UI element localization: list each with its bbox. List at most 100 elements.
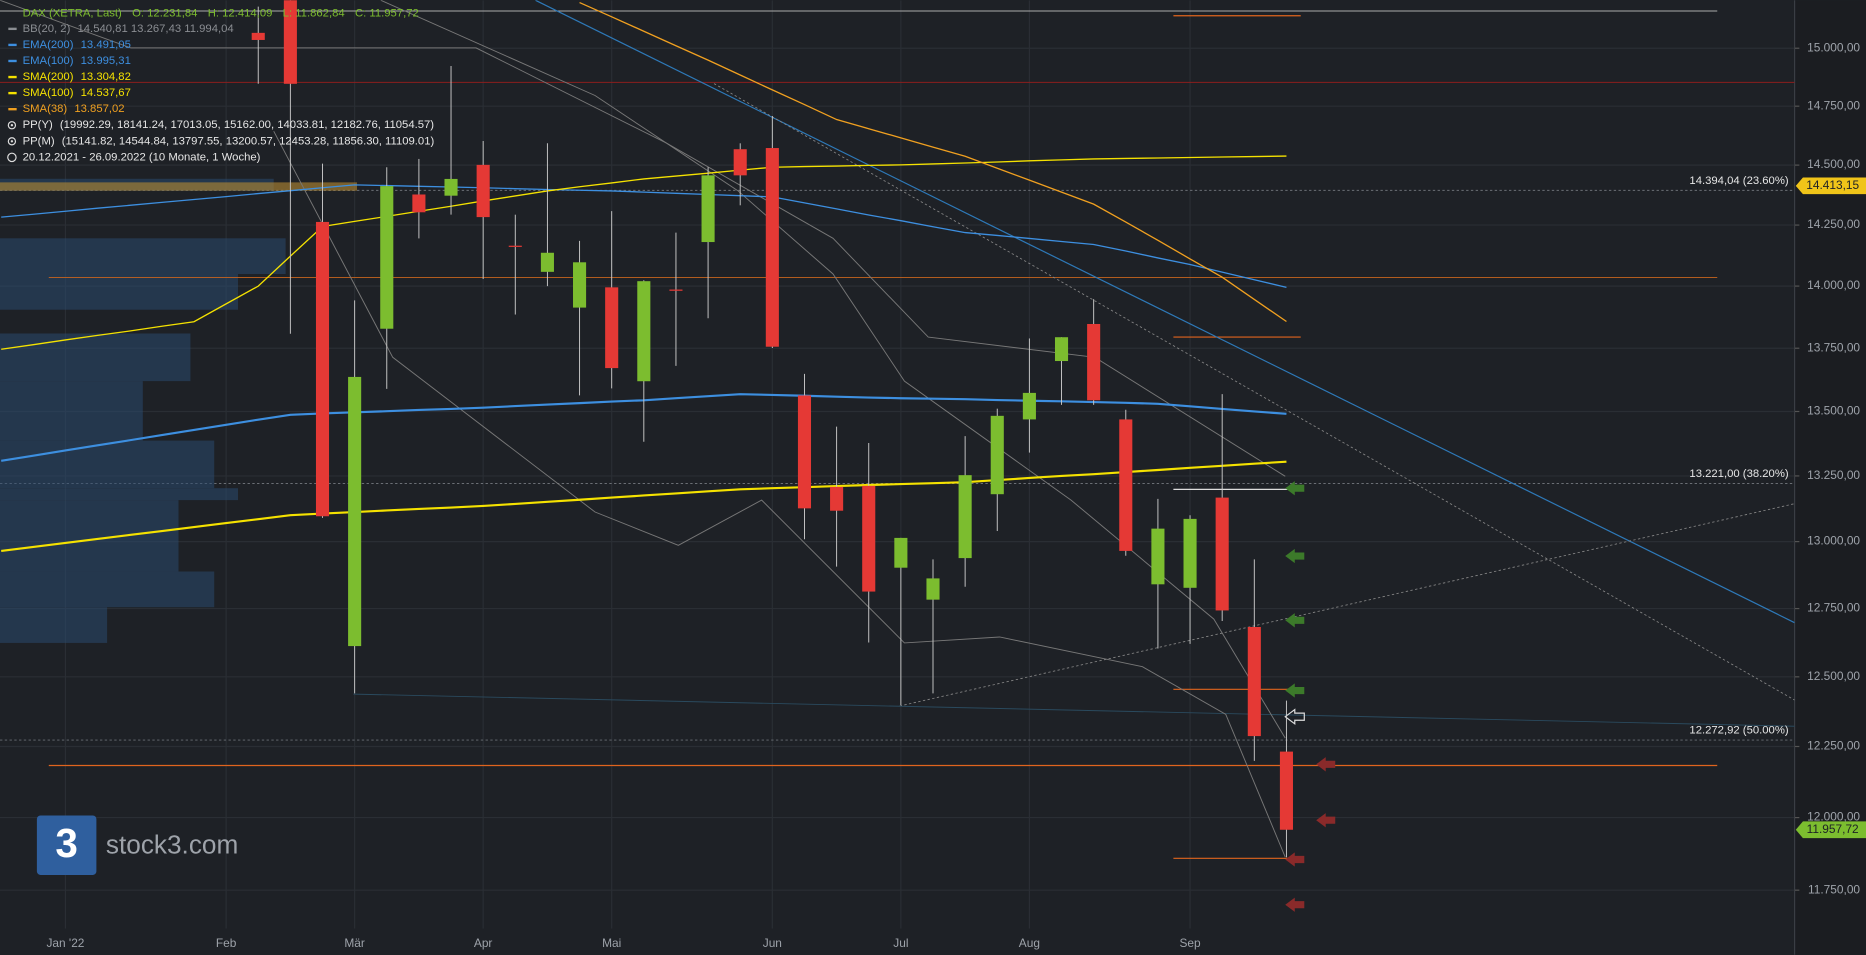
legend-name: BB(20, 2) bbox=[23, 23, 71, 35]
candle-body bbox=[476, 164, 490, 218]
candle-body bbox=[926, 578, 940, 600]
y-tick-label: 12.750,00 bbox=[1807, 601, 1860, 615]
legend-name: SMA(38) bbox=[23, 103, 68, 115]
y-axis-panel bbox=[1794, 0, 1866, 955]
x-tick-label: Aug bbox=[1019, 936, 1040, 950]
y-tick-label: 15.000,00 bbox=[1807, 40, 1860, 54]
logo: 3 stock3.com bbox=[36, 815, 238, 875]
candle-body bbox=[637, 281, 651, 382]
clock-icon bbox=[7, 152, 17, 163]
legend-swatch bbox=[8, 43, 17, 47]
legend-name: SMA(100) bbox=[23, 87, 74, 99]
legend-name: SMA(200) bbox=[23, 71, 74, 83]
legend-row: SMA(38) 13.857,02 bbox=[23, 103, 125, 115]
signal-arrows bbox=[1284, 481, 1336, 912]
x-tick-label: Sep bbox=[1179, 936, 1201, 950]
candle-body bbox=[958, 475, 972, 559]
ohlc: O: 12.231,84 bbox=[132, 7, 197, 19]
y-tick-label: 13.750,00 bbox=[1807, 340, 1860, 354]
candle-body bbox=[1119, 419, 1133, 551]
y-tick-label: 13.500,00 bbox=[1807, 404, 1860, 418]
legend-name: EMA(200) bbox=[23, 39, 74, 51]
candle-body bbox=[1183, 518, 1197, 588]
decorations bbox=[0, 0, 1795, 912]
logo-mark bbox=[36, 815, 97, 875]
legend-row: SMA(100) 14.537,67 bbox=[23, 87, 131, 99]
candle-body bbox=[830, 486, 844, 511]
indicator-line bbox=[1, 155, 1287, 350]
legend-name: PP(Y) bbox=[23, 119, 53, 131]
ohlc: H: 12.414,09 bbox=[208, 7, 273, 19]
legend-header: DAX (XETRA, Last) O: 12.231,84 H: 12.414… bbox=[23, 7, 419, 19]
x-tick-label: Mär bbox=[344, 936, 365, 950]
candle-body bbox=[797, 395, 812, 509]
x-tick-label: Jul bbox=[893, 936, 908, 950]
legend-row: PP(M) (15141.82, 14544.84, 13797.55, 1320… bbox=[23, 135, 435, 147]
indicator-line bbox=[579, 1, 1287, 323]
y-tick-label: 14.000,00 bbox=[1807, 278, 1860, 292]
candle-body bbox=[1279, 751, 1293, 830]
indicator-line bbox=[1, 460, 1287, 552]
candle-body bbox=[669, 289, 683, 291]
candles bbox=[251, 0, 1293, 858]
candle-body bbox=[733, 149, 747, 176]
legend-value: 13.304,82 bbox=[81, 71, 131, 83]
y-tick-label: 12.000,00 bbox=[1807, 810, 1860, 824]
legend-swatch bbox=[8, 27, 17, 31]
bollinger-band bbox=[273, 130, 1286, 858]
candle-body bbox=[765, 148, 779, 347]
logo-text: stock3.com bbox=[106, 829, 238, 859]
candle-body bbox=[1247, 626, 1261, 737]
price-tag-label: 14.413,15 bbox=[1806, 178, 1859, 192]
y-tick-label: 12.500,00 bbox=[1807, 669, 1860, 683]
legend-value: 13.491,05 bbox=[81, 39, 131, 51]
candle-body bbox=[412, 194, 426, 213]
legend-value: (19992.29, 18141.24, 17013.05, 15162.00,… bbox=[60, 119, 434, 131]
fib-label: 14.394,04 (23.60%) bbox=[1689, 175, 1788, 187]
y-tick-label: 11.750,00 bbox=[1808, 882, 1860, 896]
legend-row: EMA(200) 13.491,05 bbox=[23, 39, 131, 51]
period: 20.12.2021 - 26.09.2022 (10 Monate, 1 Wo… bbox=[23, 151, 261, 163]
legend-value: 14.540,81 13.267,43 11.994,04 bbox=[77, 23, 233, 35]
y-tick-label: 14.500,00 bbox=[1807, 157, 1860, 171]
candle-body bbox=[283, 0, 297, 84]
y-tick-label: 12.250,00 bbox=[1807, 739, 1860, 753]
candle-body bbox=[251, 32, 265, 40]
candle-body bbox=[380, 186, 394, 329]
legend-row: EMA(100) 13.995,31 bbox=[23, 55, 131, 67]
x-tick-label: Jan '22 bbox=[46, 936, 84, 950]
fib-label: 13.221,00 (38.20%) bbox=[1689, 468, 1788, 480]
legend-icon bbox=[7, 121, 17, 130]
legend-swatch bbox=[8, 107, 17, 111]
legend-name: EMA(100) bbox=[23, 55, 74, 67]
candle-body bbox=[1054, 337, 1069, 362]
candle-body bbox=[990, 415, 1004, 495]
ohlc: C: 11.957,72 bbox=[355, 7, 419, 19]
candle-body bbox=[862, 485, 876, 592]
candle-body bbox=[701, 175, 715, 243]
candle-body bbox=[1087, 323, 1101, 401]
x-tick-label: Jun bbox=[763, 936, 782, 950]
legend-icon bbox=[10, 140, 14, 143]
logo-glyph: 3 bbox=[55, 820, 78, 866]
legend-icon bbox=[10, 124, 14, 127]
candle-body bbox=[540, 252, 554, 272]
indicator-line bbox=[1, 184, 1287, 288]
legend-swatch bbox=[8, 59, 17, 63]
legend-swatch bbox=[8, 75, 17, 79]
candle-body bbox=[1215, 497, 1229, 611]
candle-body bbox=[315, 221, 330, 517]
y-tick-label: 13.250,00 bbox=[1807, 468, 1860, 482]
symbol: DAX (XETRA, Last) bbox=[23, 7, 122, 19]
legend-row: BB(20, 2) 14.540,81 13.267,43 11.994,04 bbox=[23, 23, 234, 35]
trend-line bbox=[899, 503, 1795, 707]
volume-poc bbox=[0, 182, 358, 191]
legend-value: 13.857,02 bbox=[74, 103, 124, 115]
trend-line bbox=[535, 0, 1795, 624]
price-tag-label: 11.957,72 bbox=[1807, 822, 1859, 836]
candle-body bbox=[1022, 392, 1036, 420]
y-tick-label: 14.250,00 bbox=[1807, 217, 1860, 231]
legend-icon bbox=[7, 137, 17, 146]
